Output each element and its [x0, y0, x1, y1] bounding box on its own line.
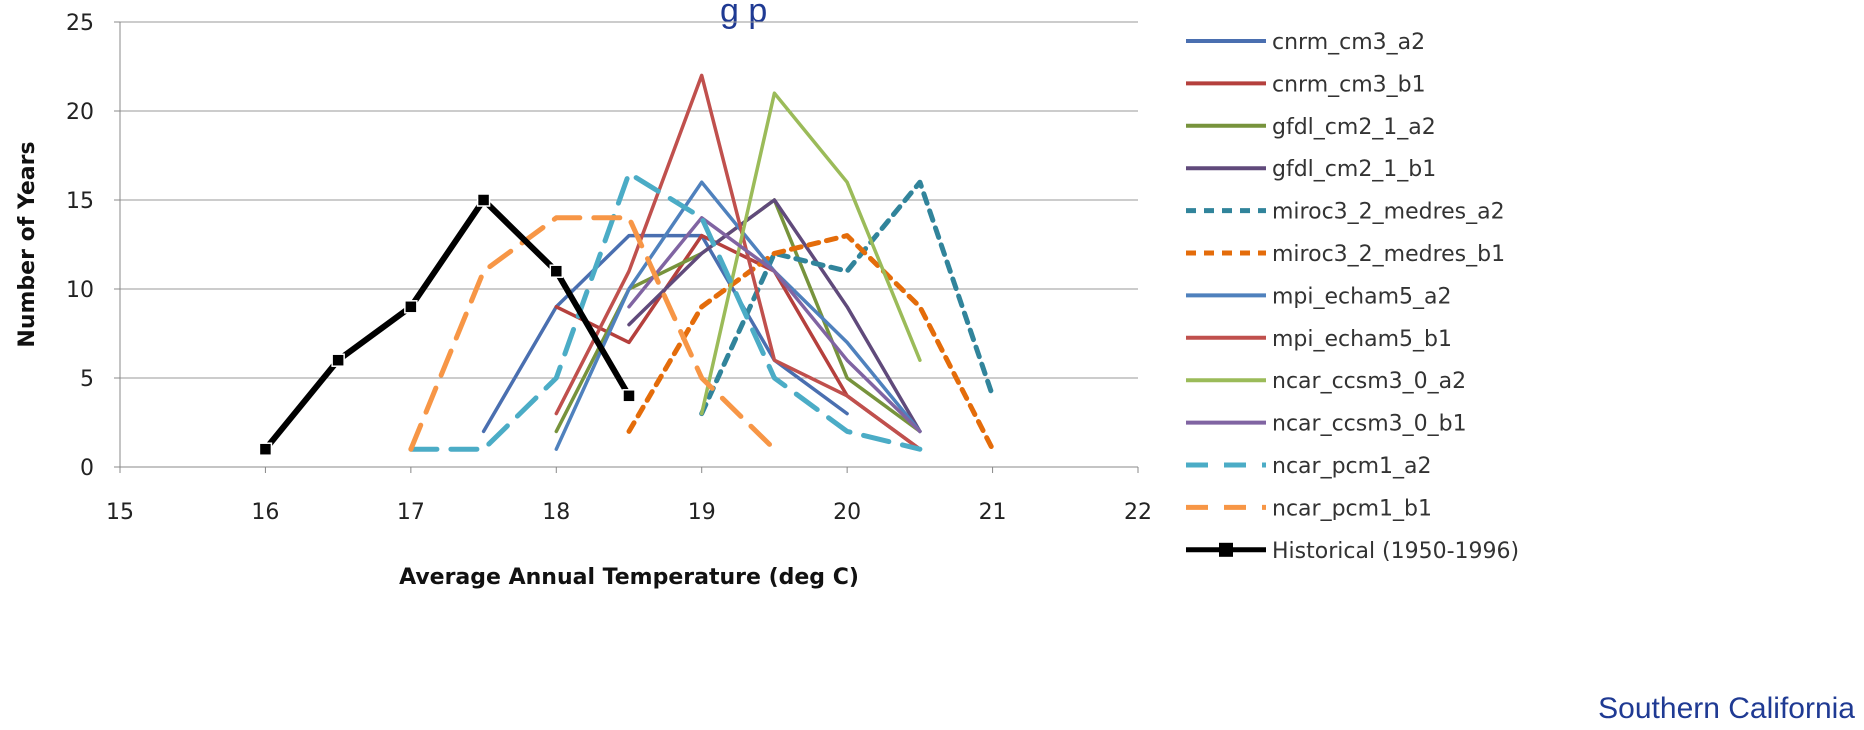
series-line-4	[699, 179, 996, 417]
legend-label-4: miroc3_2_medres_a2	[1272, 200, 1505, 225]
x-tick-label-2: 17	[397, 500, 425, 525]
legend-marker-12	[1219, 542, 1233, 557]
legend-item-4: miroc3_2_medres_a2	[1186, 200, 1505, 225]
x-tick-label-3: 18	[542, 500, 570, 525]
series-line-12	[262, 197, 632, 453]
legend-label-9: ncar_ccsm3_0_b1	[1272, 412, 1467, 437]
x-tick-label-6: 21	[979, 500, 1007, 525]
y-tick-label-0: 0	[80, 456, 94, 481]
x-tick-label-0: 15	[106, 500, 134, 525]
legend-item-0: cnrm_cm3_a2	[1186, 30, 1425, 55]
x-tick-label-4: 19	[688, 500, 716, 525]
historical-marker-0	[258, 442, 273, 456]
legend-label-3: gfdl_cm2_1_b1	[1272, 157, 1436, 182]
historical-marker-3	[476, 193, 491, 207]
x-tick-label-1: 16	[251, 500, 279, 525]
y-tick-label-1: 5	[80, 367, 94, 392]
series-7	[554, 73, 922, 451]
historical-marker-4	[549, 264, 564, 278]
series-line-2	[554, 198, 922, 434]
legend-item-10: ncar_pcm1_a2	[1186, 454, 1432, 479]
x-tick-label-7: 22	[1124, 500, 1152, 525]
series-line-7	[554, 73, 922, 451]
series-layer	[258, 73, 996, 456]
legend-label-8: ncar_ccsm3_0_a2	[1272, 369, 1466, 394]
legend-item-8: ncar_ccsm3_0_a2	[1186, 369, 1466, 394]
legend: cnrm_cm3_a2 cnrm_cm3_b1 gfdl_cm2_1_a2 gfdl_…	[1186, 30, 1519, 564]
series-line-9	[627, 216, 922, 434]
legend-label-5: miroc3_2_medres_b1	[1272, 242, 1505, 267]
series-5	[626, 233, 996, 452]
legend-label-10: ncar_pcm1_a2	[1272, 454, 1432, 479]
legend-item-9: ncar_ccsm3_0_b1	[1186, 412, 1467, 437]
legend-label-0: cnrm_cm3_a2	[1272, 30, 1425, 55]
series-3	[627, 198, 922, 434]
x-axis-ticks: 15 16 17 18 19 20 21 22	[106, 467, 1152, 525]
historical-marker-1	[331, 353, 345, 367]
y-tick-label-5: 25	[66, 11, 94, 36]
plot-axes	[119, 22, 1138, 468]
legend-item-3: gfdl_cm2_1_b1	[1186, 157, 1436, 182]
legend-item-1: cnrm_cm3_b1	[1186, 72, 1426, 97]
legend-item-6: mpi_echam5_a2	[1186, 284, 1451, 309]
legend-label-6: mpi_echam5_a2	[1272, 284, 1451, 309]
y-axis-ticks: 0 5 10 15 20 25	[66, 11, 120, 481]
series-8	[699, 91, 922, 416]
series-10	[408, 170, 923, 452]
legend-label-2: gfdl_cm2_1_a2	[1272, 115, 1436, 140]
legend-label-11: ncar_pcm1_b1	[1272, 496, 1432, 521]
region-label: Southern California	[1598, 692, 1855, 725]
y-tick-label-2: 10	[66, 278, 94, 303]
legend-item-11: ncar_pcm1_b1	[1186, 496, 1432, 521]
x-axis-label: Average Annual Temperature (deg C)	[399, 565, 859, 590]
y-axis-label: Number of Years	[15, 141, 40, 347]
legend-item-2: gfdl_cm2_1_a2	[1186, 115, 1436, 140]
series-6	[554, 180, 922, 451]
series-line-5	[626, 233, 996, 452]
series-line-1	[554, 233, 922, 451]
y-tick-label-4: 20	[66, 100, 94, 125]
series-line-10	[408, 170, 923, 452]
y-tick-label-3: 15	[66, 189, 94, 214]
legend-item-7: mpi_echam5_b1	[1186, 327, 1452, 352]
x-tick-label-5: 20	[833, 500, 861, 525]
legend-label-12: Historical (1950-1996)	[1272, 539, 1519, 564]
series-11	[408, 215, 777, 452]
series-12	[258, 193, 636, 456]
legend-item-5: miroc3_2_medres_b1	[1186, 242, 1505, 267]
legend-item-12: Historical (1950-1996)	[1186, 539, 1519, 564]
series-line-3	[627, 198, 922, 434]
series-line-6	[554, 180, 922, 451]
series-line-11	[408, 215, 777, 452]
series-1	[554, 233, 922, 451]
series-9	[627, 216, 922, 434]
series-line-8	[699, 91, 922, 416]
series-2	[554, 198, 922, 434]
series-4	[699, 179, 996, 417]
legend-label-1: cnrm_cm3_b1	[1272, 72, 1426, 97]
chart-title-fragment: g p	[720, 0, 767, 30]
legend-label-7: mpi_echam5_b1	[1272, 327, 1452, 352]
historical-marker-2	[404, 300, 418, 314]
historical-marker-5	[622, 389, 636, 403]
